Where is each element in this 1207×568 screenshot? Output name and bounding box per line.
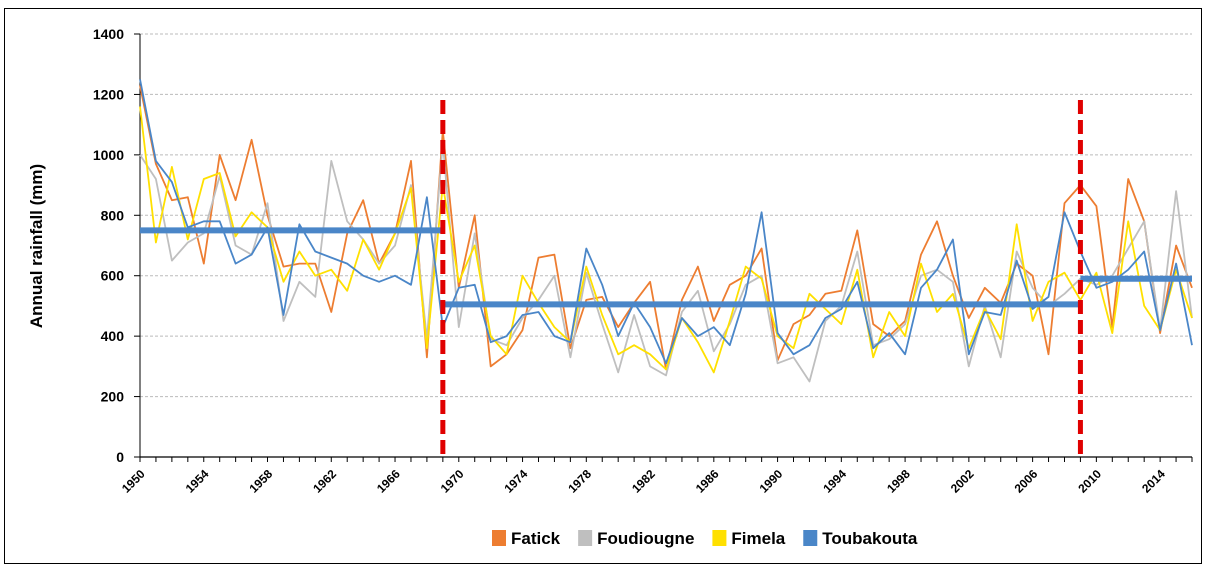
y-tick-label-1200: 1200 bbox=[93, 86, 124, 102]
x-tick-labels: 1950 1954 1958 1962 1966 1970 1974 1978 1982 1986… bbox=[119, 467, 1168, 496]
x-tick-label-1950: 1950 bbox=[119, 467, 148, 496]
x-tick-label-1970: 1970 bbox=[438, 467, 467, 496]
x-tick-label-1958: 1958 bbox=[247, 467, 276, 496]
legend-label-fatick: Fatick bbox=[511, 529, 561, 548]
series-line-toubakouta bbox=[139, 79, 1193, 365]
x-tick-label-1990: 1990 bbox=[757, 467, 786, 496]
series-lines bbox=[139, 79, 1193, 383]
x-tick-label-2010: 2010 bbox=[1075, 467, 1104, 496]
series-line-foudiougne bbox=[139, 141, 1193, 383]
legend-swatch-toubakouta bbox=[803, 530, 818, 546]
gridlines bbox=[140, 33, 1192, 398]
y-tick-label-0: 0 bbox=[116, 449, 124, 465]
x-tick-label-1962: 1962 bbox=[310, 467, 339, 496]
x-tick-label-2014: 2014 bbox=[1139, 467, 1168, 496]
legend-swatch-fimela bbox=[712, 530, 727, 546]
y-tick-label-600: 600 bbox=[101, 268, 125, 284]
x-tick-label-1998: 1998 bbox=[884, 467, 913, 496]
y-axis-label: Annual rainfall (mm) bbox=[27, 164, 46, 328]
legend-label-toubakouta: Toubakouta bbox=[822, 529, 918, 548]
x-tick-label-1966: 1966 bbox=[374, 467, 403, 496]
x-tick-label-1974: 1974 bbox=[502, 467, 531, 496]
x-tick-label-1994: 1994 bbox=[820, 467, 849, 496]
y-tick-labels: 0 200 400 600 800 1000 1200 1400 bbox=[93, 26, 124, 465]
legend-label-fimela: Fimela bbox=[731, 529, 785, 548]
x-tick-label-1954: 1954 bbox=[183, 467, 212, 496]
axes bbox=[134, 33, 1193, 462]
legend-label-foudiougne: Foudiougne bbox=[597, 529, 694, 548]
y-tick-label-800: 800 bbox=[101, 207, 125, 223]
y-tick-label-200: 200 bbox=[101, 389, 125, 405]
mean-lines bbox=[140, 227, 1192, 308]
y-tick-label-400: 400 bbox=[101, 328, 125, 344]
figure-border bbox=[4, 8, 1202, 564]
x-tick-label-1978: 1978 bbox=[565, 467, 594, 496]
legend: Fatick Foudiougne Fimela Toubakouta bbox=[492, 529, 918, 548]
y-tick-label-1400: 1400 bbox=[93, 26, 124, 42]
x-tick-label-1986: 1986 bbox=[693, 467, 722, 496]
series-line-fimela bbox=[139, 106, 1193, 374]
x-tick-label-2002: 2002 bbox=[948, 467, 977, 496]
y-tick-label-1000: 1000 bbox=[93, 147, 124, 163]
legend-swatch-fatick bbox=[492, 530, 506, 546]
legend-swatch-foudiougne bbox=[578, 530, 593, 546]
x-tick-label-2006: 2006 bbox=[1012, 467, 1041, 496]
x-tick-label-1982: 1982 bbox=[629, 467, 658, 496]
